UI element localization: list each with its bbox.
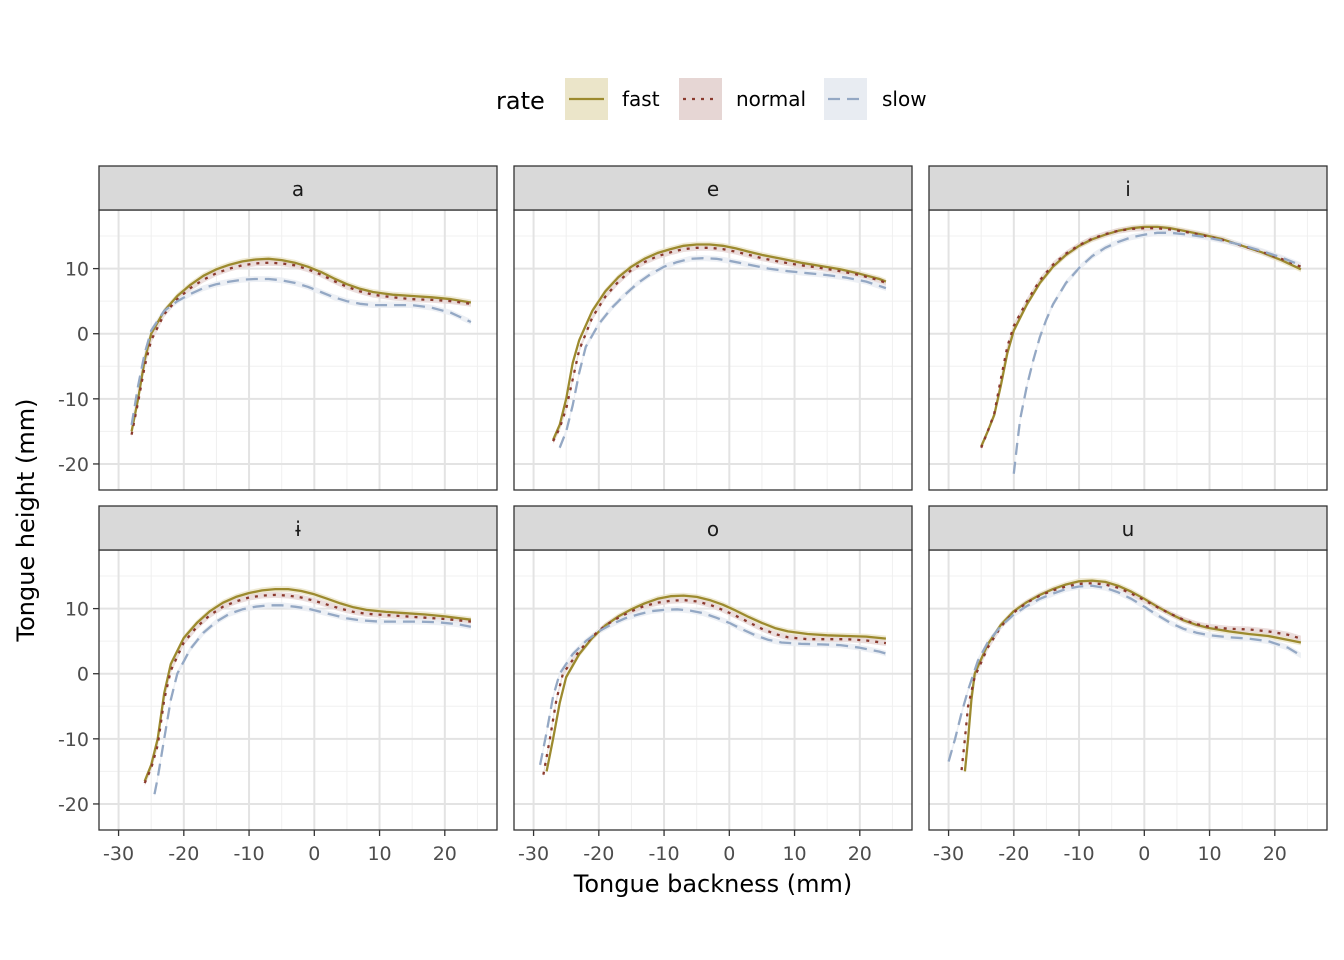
series-line-fast — [545, 594, 887, 772]
x-tick-label: -20 — [168, 843, 199, 865]
panel-2: e — [513, 165, 913, 491]
panel-background — [99, 210, 497, 490]
panel-1: a -20 -10 0 10 — [58, 165, 498, 491]
x-tick-label: -10 — [649, 843, 680, 865]
facet-strip-label: u — [1122, 517, 1135, 541]
x-tick-label: 20 — [1263, 843, 1287, 865]
x-tick-label: -30 — [518, 843, 549, 865]
legend-label-fast: fast — [622, 87, 660, 111]
panel-3: i — [928, 165, 1328, 491]
y-axis-title: Tongue height (mm) — [12, 399, 40, 643]
series-line-slow — [947, 584, 1302, 762]
x-tick-label: 10 — [1197, 843, 1221, 865]
legend-label-slow: slow — [882, 87, 927, 111]
y-tick-label: -20 — [58, 454, 89, 476]
y-tick-label: 10 — [65, 259, 89, 281]
x-tick-label: 10 — [782, 843, 806, 865]
series-line-slow — [558, 257, 887, 449]
series-line-normal — [143, 593, 472, 784]
y-tick-label: 0 — [77, 664, 89, 686]
y-tick-label: -20 — [58, 794, 89, 816]
panel-5: o -30 -20 -10 0 10 20 — [513, 505, 913, 865]
facet-strip — [98, 165, 498, 211]
y-tick-label: -10 — [58, 729, 89, 751]
legend-label-normal: normal — [736, 87, 806, 111]
facet-strip — [513, 165, 913, 211]
y-tick-label: 0 — [77, 324, 89, 346]
series-line-normal — [542, 598, 887, 775]
series-line-slow — [153, 604, 472, 795]
x-axis-title: Tongue backness (mm) — [573, 870, 852, 898]
series-line-normal — [130, 261, 472, 435]
panel-background — [929, 210, 1327, 490]
x-tick-label: -20 — [998, 843, 1029, 865]
x-tick-label: 20 — [848, 843, 872, 865]
series-line-fast — [143, 587, 472, 782]
x-tick-label: -30 — [933, 843, 964, 865]
panel-4: ɨ -20 -10 0 10 -30 -20 -10 0 10 20 — [58, 505, 498, 865]
chart-panels: a -20 -10 0 10 e i ɨ -20 -10 0 10 -30 -20 -10 0 10 20 o -30… — [58, 165, 1328, 865]
y-tick-label: -10 — [58, 389, 89, 411]
x-tick-label: -30 — [103, 843, 134, 865]
series-line-fast — [963, 579, 1302, 772]
facet-strip — [928, 505, 1328, 551]
facet-strip-label: e — [707, 177, 719, 201]
facet-strip-label: ɨ — [295, 517, 301, 541]
facet-strip-label: a — [292, 177, 304, 201]
x-tick-label: -10 — [1064, 843, 1095, 865]
facet-strip-label: o — [707, 517, 719, 541]
facet-strip — [513, 505, 913, 551]
series-line-normal — [980, 227, 1302, 449]
series-line-normal — [552, 246, 887, 442]
x-tick-label: -20 — [583, 843, 614, 865]
panel-background — [514, 550, 912, 830]
series-line-slow — [130, 277, 472, 426]
x-tick-label: -10 — [234, 843, 265, 865]
series-line-fast — [552, 243, 887, 441]
y-tick-label: 10 — [65, 599, 89, 621]
facet-strip-label: i — [1125, 177, 1131, 201]
x-tick-label: 0 — [723, 843, 735, 865]
x-tick-label: 10 — [367, 843, 391, 865]
x-tick-label: 20 — [433, 843, 457, 865]
x-tick-label: 0 — [308, 843, 320, 865]
ribbon-slow — [154, 602, 471, 798]
legend-key-normal — [679, 78, 722, 120]
x-tick-label: 0 — [1138, 843, 1150, 865]
facet-strip — [98, 505, 498, 551]
panel-6: u -30 -20 -10 0 10 20 — [928, 505, 1328, 865]
facet-strip — [928, 165, 1328, 211]
panel-background — [514, 210, 912, 490]
legend-title: rate — [496, 87, 545, 115]
legend: rate fast normal slow — [496, 78, 927, 120]
series-line-slow — [538, 608, 887, 766]
